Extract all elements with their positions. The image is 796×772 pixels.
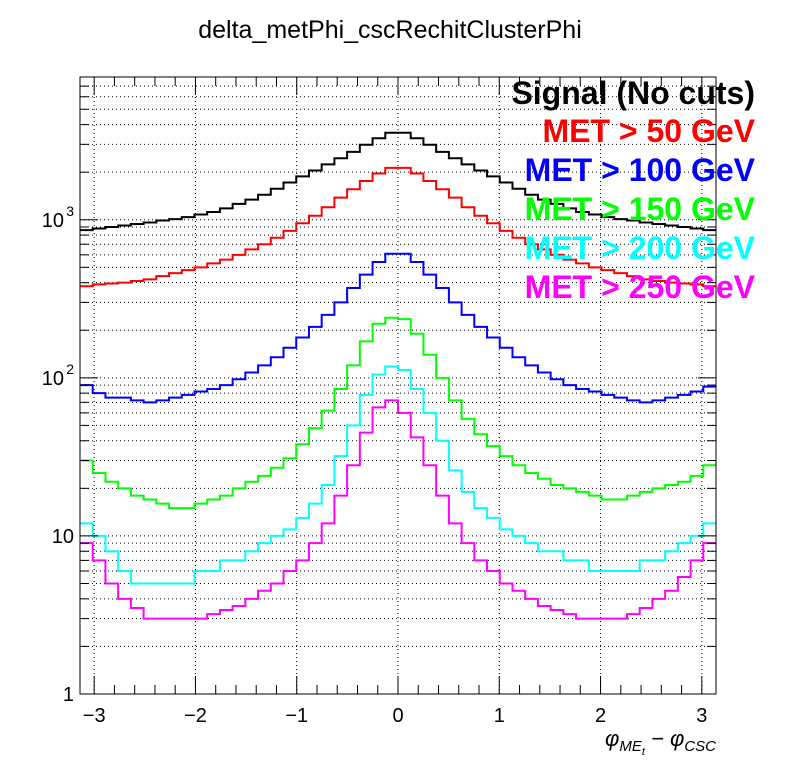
x-tick-label: −2	[184, 705, 207, 727]
series-line-5	[80, 399, 716, 620]
y-tick-label: 10	[42, 368, 64, 390]
grid-lines	[80, 76, 716, 695]
x-tick-label: 3	[696, 705, 707, 727]
series-line-3	[80, 316, 716, 510]
x-axis-label-sub2: CSC	[684, 738, 716, 755]
series-line-4	[80, 365, 716, 585]
y-tick-exponent: 2	[66, 361, 74, 377]
series-line-0	[80, 131, 716, 232]
legend-entry-4: MET > 200 GeV	[525, 230, 756, 266]
x-tick-label: 1	[494, 705, 505, 727]
x-tick-label: −1	[285, 705, 308, 727]
x-axis-label-subsub: t	[642, 746, 646, 758]
legend-entry-3: MET > 150 GeV	[525, 191, 756, 227]
x-tick-label: 0	[392, 705, 403, 727]
y-tick-label: 10	[52, 526, 74, 548]
x-axis-label-sub1: ME	[619, 738, 642, 755]
x-axis-label-phi1: φ	[605, 726, 619, 751]
x-axis-label: φMEt − φCSC	[605, 726, 716, 758]
chart-title: delta_metPhi_cscRechitClusterPhi	[198, 16, 582, 44]
legend-entry-2: MET > 100 GeV	[525, 152, 756, 188]
series-line-1	[80, 166, 716, 288]
series-layer	[80, 131, 716, 620]
x-axis-label-minus: − φ	[645, 726, 684, 751]
y-tick-label: 10	[42, 210, 64, 232]
legend-title: Signal (No cuts)	[511, 75, 755, 111]
x-tick-label: 2	[595, 705, 606, 727]
legend-entry-1: MET > 50 GeV	[542, 113, 755, 149]
x-tick-label: −3	[83, 705, 106, 727]
series-line-2	[80, 252, 716, 404]
y-tick-label: 1	[63, 684, 74, 706]
y-tick-exponent: 3	[66, 203, 74, 219]
legend-entry-5: MET > 250 GeV	[525, 269, 756, 305]
